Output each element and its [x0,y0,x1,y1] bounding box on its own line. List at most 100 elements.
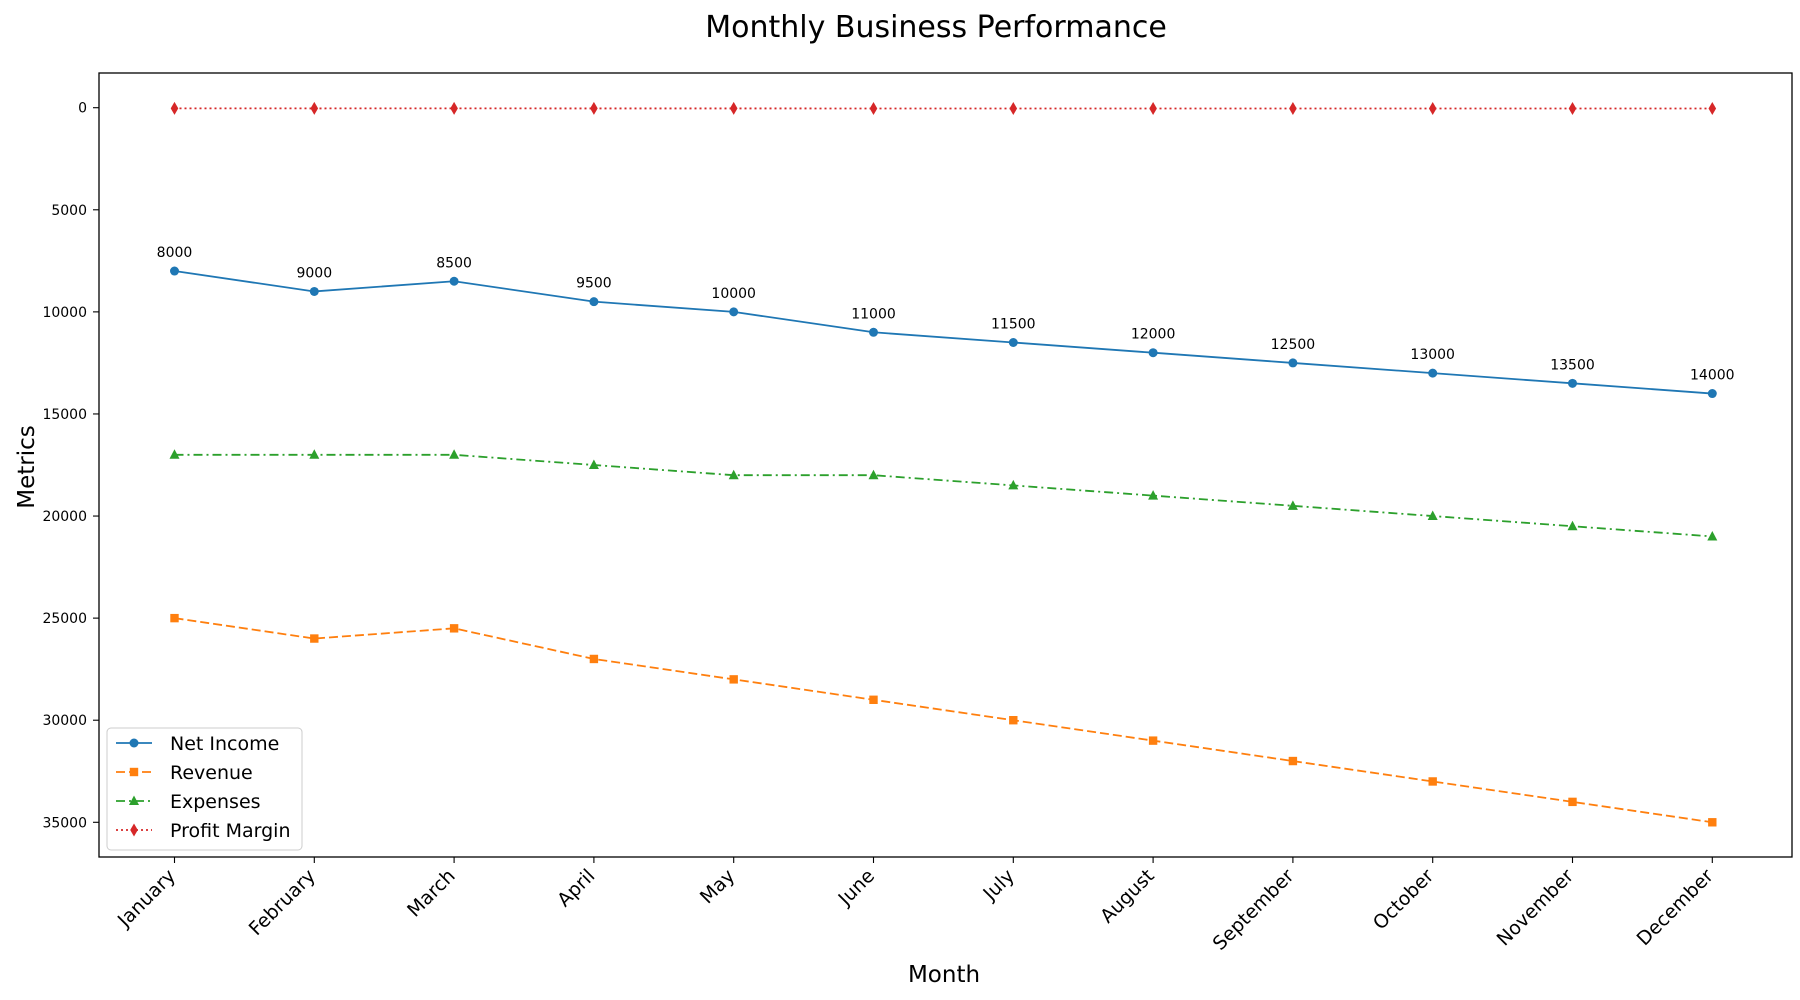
x-tick-label: December [1633,865,1718,950]
x-tick-label: January [113,865,180,932]
legend-label: Net Income [170,733,279,755]
y-tick-label: 5000 [51,203,87,219]
y-tick-label: 0 [78,101,87,117]
data-label: 12000 [1131,327,1176,343]
series-expenses [169,449,1718,541]
net-income-line [174,270,1713,395]
chart-title: Monthly Business Performance [705,10,1167,45]
legend-item-revenue: Revenue [116,762,253,784]
legend-item-expenses: Expenses [116,791,261,813]
profit-margin-point [1428,102,1437,116]
series-layer: 8000 9000 8500 9500 10000 11000 11500 12000 1250… [157,101,1735,827]
legend-marker [129,795,139,805]
x-axis: January February March April May June July Augu… [113,857,1718,955]
y-axis-label: Metrics [14,425,40,509]
x-tick-label: October [1369,865,1438,934]
profit-margin-point [310,101,319,115]
revenue-point [1148,736,1158,745]
expenses-point [449,449,460,459]
profit-margin-point [1568,102,1577,116]
data-label: 13500 [1550,357,1595,373]
legend-label: Profit Margin [170,820,291,842]
data-label: 8500 [436,255,472,271]
y-axis: 0 5000 10000 15000 20000 25000 30000 35000 [42,101,99,831]
legend-item-net-income: Net Income [116,733,279,755]
revenue-point [1568,797,1577,807]
profit-margin-point [1289,102,1297,116]
data-label: 11000 [851,306,896,322]
data-label: 8000 [157,245,193,261]
net-income-point [869,327,878,337]
net-income-point [1707,389,1717,399]
data-label: 13000 [1410,347,1455,363]
net-income-point [170,266,179,276]
profit-margin-point [170,101,179,115]
profit-margin-point [1149,101,1157,115]
revenue-point [1708,818,1717,827]
expenses-point [728,469,739,480]
x-tick-label: May [696,865,739,908]
series-net-income: 8000 9000 8500 9500 10000 11000 11500 12000 1250… [157,245,1735,399]
x-tick-label: August [1096,865,1159,928]
x-tick-label: June [834,865,880,911]
data-label: 9500 [576,276,612,292]
net-income-point [1288,358,1298,368]
series-profit-margin [170,101,1717,116]
revenue-point [729,675,738,684]
net-income-point [449,276,459,286]
legend-label: Revenue [170,762,253,784]
legend-marker [130,823,138,837]
revenue-point [1428,777,1437,786]
data-label: 10000 [711,286,756,302]
y-tick-label: 30000 [42,713,87,729]
data-label: 12500 [1271,337,1316,353]
legend-marker [129,767,139,777]
y-tick-label: 35000 [42,815,87,831]
revenue-point [1009,716,1018,725]
expenses-point [868,469,879,480]
net-income-point [1568,378,1577,388]
legend: Net Income Revenue Expenses Profit Margin [106,727,303,851]
y-tick-label: 10000 [42,305,87,321]
data-label: 9000 [296,265,332,281]
expenses-point [1008,479,1019,490]
expenses-point [1567,520,1578,531]
x-tick-label: November [1493,865,1579,951]
revenue-point [1288,756,1298,766]
x-tick-label: March [403,865,460,922]
legend-marker [129,738,139,748]
expenses-point [1287,500,1298,510]
expenses-point [309,449,320,459]
net-income-point [1148,348,1158,358]
net-income-point [1008,338,1018,347]
net-income-point [729,307,739,317]
x-tick-label: April [553,865,599,911]
x-tick-label: February [245,865,320,940]
profit-margin-point [869,101,878,115]
net-income-point [309,286,319,296]
expenses-point [169,449,180,459]
expenses-point [1707,530,1718,541]
profit-margin-point [450,101,458,115]
legend-label: Expenses [170,791,261,813]
profit-margin-point [1708,102,1717,116]
profit-margin-point [729,101,738,115]
profit-margin-point [1009,101,1018,115]
revenue-point [310,634,319,643]
y-tick-label: 15000 [42,407,87,423]
expenses-point [1148,490,1159,500]
data-label: 14000 [1690,368,1735,384]
expenses-line [174,453,1713,538]
x-tick-label: July [978,865,1018,905]
revenue-point [869,695,878,704]
x-axis-label: Month [908,962,980,988]
data-label: 11500 [991,317,1036,333]
y-tick-label: 20000 [42,509,87,525]
net-income-point [589,297,599,307]
revenue-point [449,624,459,633]
net-income-point [1428,368,1438,378]
revenue-line [174,617,1713,824]
revenue-point [170,613,179,623]
x-tick-label: September [1209,865,1299,955]
